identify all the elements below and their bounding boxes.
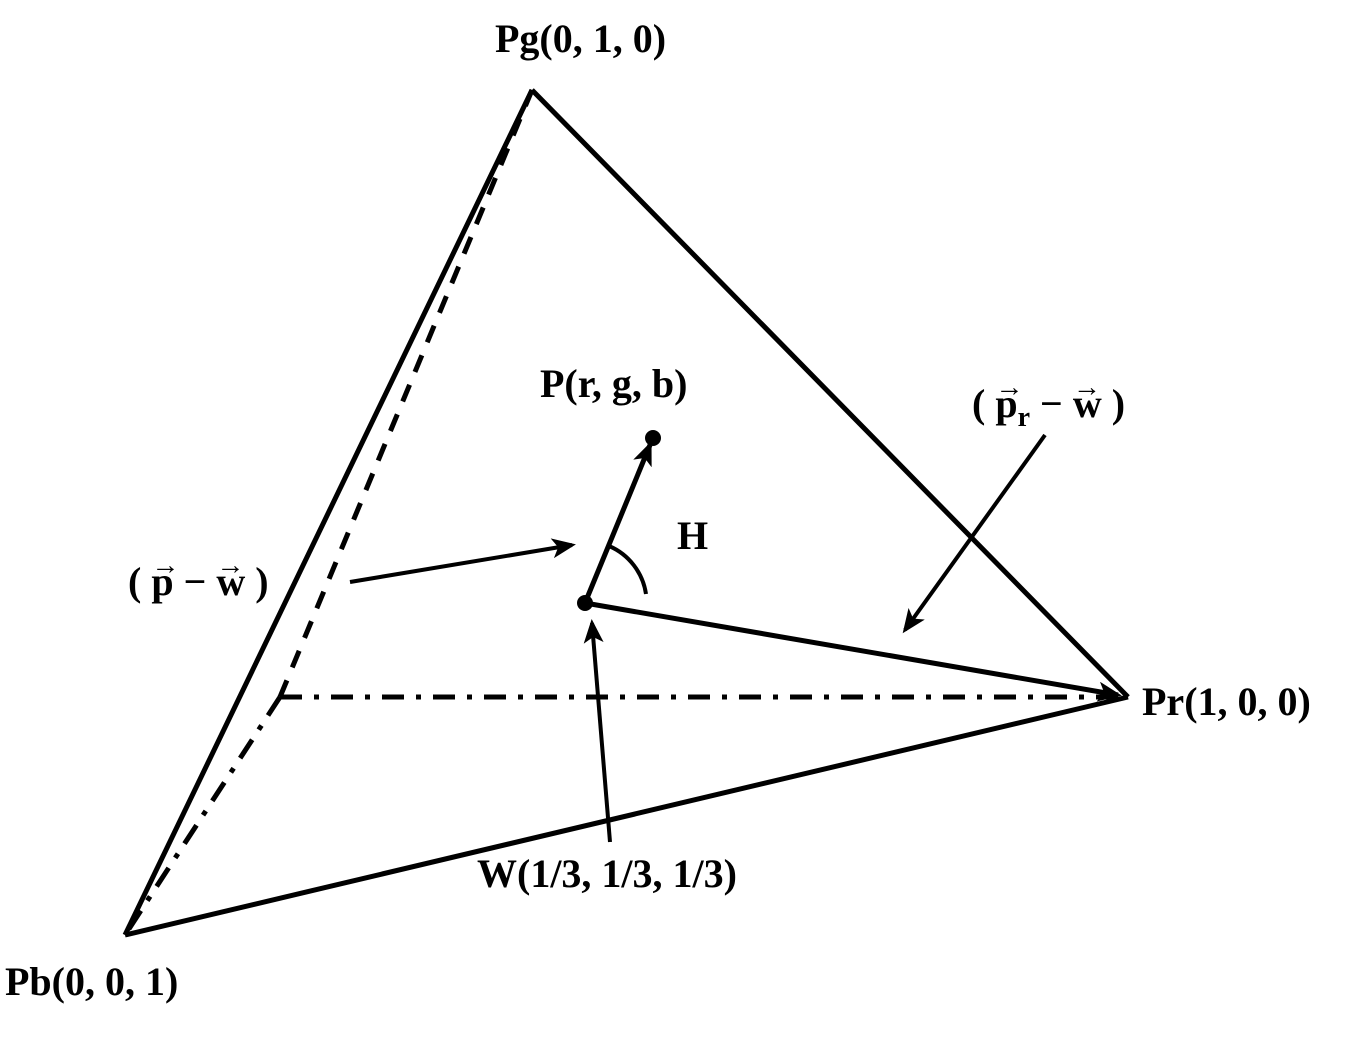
minus: − xyxy=(1030,381,1073,426)
label-vec-p-w: ( →p − →w ) xyxy=(128,558,269,605)
label-vec-pr-w: ( →pr − →w ) xyxy=(972,380,1125,434)
paren-open: ( xyxy=(972,381,995,426)
dot-w xyxy=(577,595,593,611)
label-h: H xyxy=(677,512,708,559)
label-p: P(r, g, b) xyxy=(540,360,687,407)
paren-open: ( xyxy=(128,559,151,604)
vector-w-to-pr xyxy=(585,603,1118,695)
edge-pb-pg xyxy=(125,90,532,935)
axis-to-pg xyxy=(280,90,532,697)
paren-close: ) xyxy=(1102,381,1125,426)
label-pb: Pb(0, 0, 1) xyxy=(5,958,178,1005)
vec-w-arrow-icon: → xyxy=(1073,372,1104,404)
dot-p xyxy=(645,430,661,446)
vec-p-arrow-icon: → xyxy=(151,550,175,582)
pointer-p-w-label xyxy=(350,545,572,582)
label-pg: Pg(0, 1, 0) xyxy=(495,15,666,62)
pointer-w-label xyxy=(592,623,610,842)
vec-w-arrow-icon: → xyxy=(216,550,247,582)
minus: − xyxy=(174,559,217,604)
vec-pr-arrow-icon: → xyxy=(995,372,1032,404)
axis-to-pb xyxy=(125,697,280,935)
angle-arc-h xyxy=(609,546,646,594)
paren-close: ) xyxy=(245,559,268,604)
label-pr: Pr(1, 0, 0) xyxy=(1142,678,1311,725)
edge-pr-pb xyxy=(125,697,1128,935)
vec-pr-sub: r xyxy=(1018,402,1030,433)
pointer-pr-w-label xyxy=(905,435,1045,630)
label-w: W(1/3, 1/3, 1/3) xyxy=(477,850,737,897)
